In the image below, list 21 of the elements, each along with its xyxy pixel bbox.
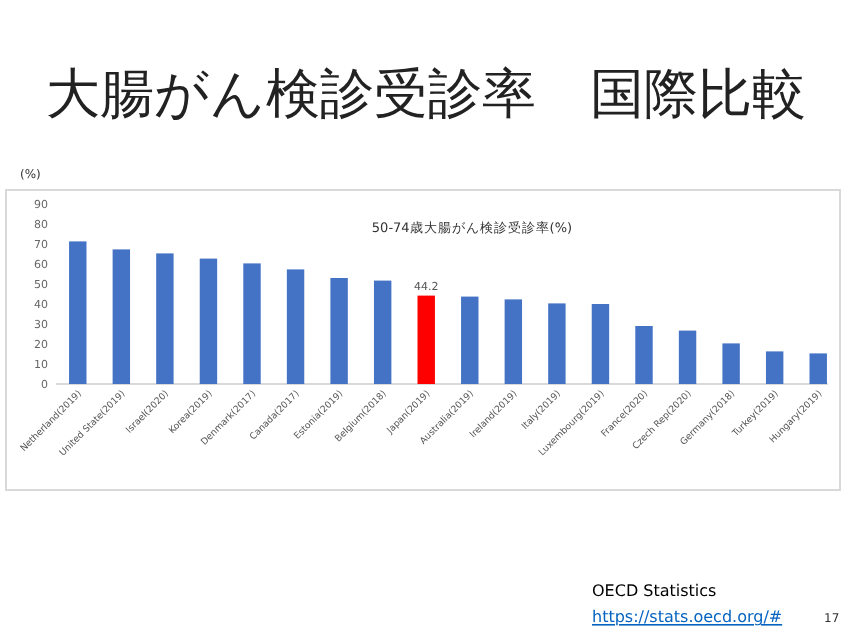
bar <box>504 299 523 384</box>
bar <box>417 295 435 384</box>
bar <box>199 258 218 384</box>
bar <box>635 326 653 384</box>
bar <box>330 278 348 384</box>
title: 大腸がん検診受診率 国際比較 <box>46 64 806 126</box>
bar <box>373 280 392 384</box>
bar <box>112 249 131 384</box>
text: OECD Statistics <box>592 582 717 600</box>
bar <box>722 343 740 384</box>
bar <box>765 351 784 384</box>
bar <box>243 263 261 384</box>
bar <box>809 353 827 384</box>
bar <box>548 303 566 384</box>
bar <box>461 296 479 384</box>
text: https://stats.oecd.org/# <box>592 608 783 626</box>
bar <box>69 241 87 384</box>
bar <box>678 330 697 384</box>
bar <box>156 253 174 384</box>
bar <box>591 304 610 384</box>
bar <box>286 269 305 384</box>
